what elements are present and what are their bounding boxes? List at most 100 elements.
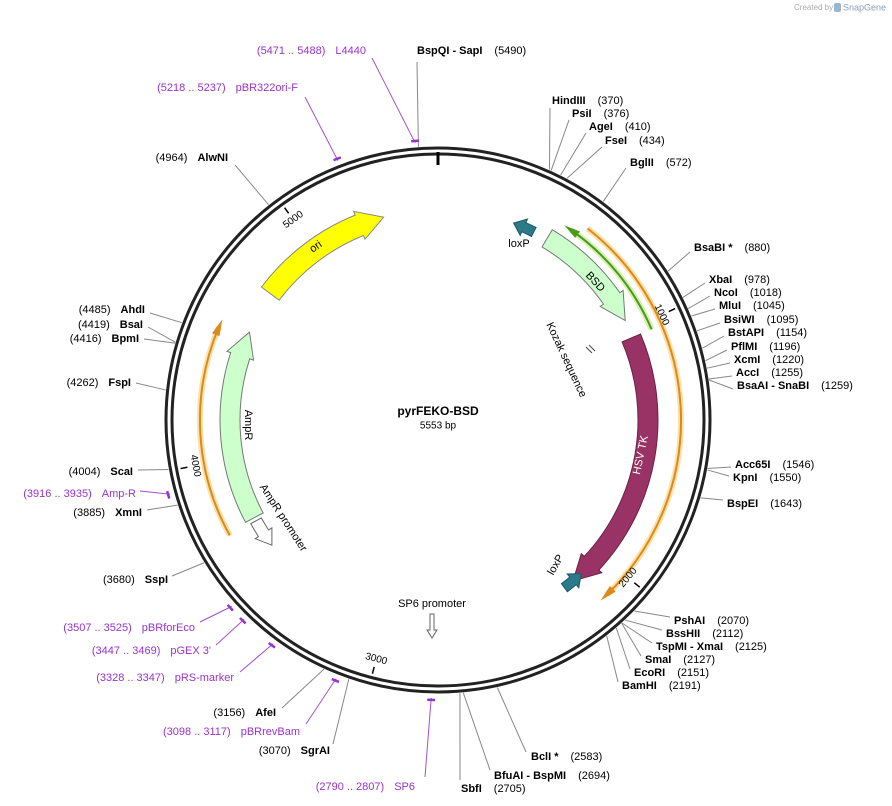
leader-line: [708, 375, 733, 380]
primer-line: [239, 643, 274, 673]
label-name: L4440: [335, 45, 366, 57]
leader-line: [667, 251, 691, 272]
feature-label: AmpR promoter: [257, 482, 310, 554]
logo-icon: [834, 3, 841, 12]
feature-line: [199, 326, 231, 536]
feature-arrow: [560, 573, 582, 593]
label-name: pBRforEco: [142, 622, 195, 634]
ruler-tick: [371, 666, 375, 674]
label-position: (376): [604, 108, 630, 120]
label-position: (370): [598, 95, 624, 107]
label-name: BsaI: [120, 319, 143, 331]
leader-line: [691, 308, 716, 317]
label-name: BstAPI: [728, 327, 764, 339]
label-position: (4004): [69, 466, 101, 478]
leader-line: [135, 382, 166, 391]
label-position: (2070): [717, 615, 749, 627]
label-position: (1546): [782, 459, 814, 471]
kozak-mark: [588, 344, 596, 352]
label-name: FspI: [108, 377, 131, 389]
leader-line: [281, 668, 325, 709]
label-position: (1220): [772, 354, 804, 366]
leader-line: [707, 466, 732, 470]
label-name: BspEI: [727, 498, 758, 510]
feature-arrowhead: [564, 225, 580, 238]
label-position: (4485): [79, 304, 111, 316]
label-name: ScaI: [110, 466, 133, 478]
label-position: (3328 .. 3347): [96, 672, 165, 684]
label-name: pBRrevBam: [241, 726, 300, 738]
ruler-tick: [668, 307, 676, 313]
plasmid-length: 5553 bp: [420, 421, 457, 432]
feature-label: loxP: [545, 553, 566, 578]
ruler-label: 4000: [188, 454, 203, 478]
leader-line: [707, 469, 730, 477]
label-name: AlwNI: [197, 152, 228, 164]
label-position: (2583): [571, 751, 603, 763]
leader-line: [566, 146, 603, 179]
leader-line: [137, 468, 169, 471]
label-name: XmnI: [115, 507, 142, 519]
label-position: (3070): [259, 745, 291, 757]
primer-site: [226, 603, 234, 612]
leader-line: [705, 349, 728, 362]
label-name: XbaI: [709, 274, 732, 286]
label-position: (5218 .. 5237): [157, 82, 226, 94]
label-name: pGEX 3': [170, 645, 211, 657]
ruler-tick: [633, 582, 641, 588]
label-position: (1259): [821, 380, 853, 392]
ruler-label: 5000: [281, 209, 306, 231]
label-position: (3680): [103, 574, 135, 586]
primer-line: [139, 490, 171, 495]
primer-site: [267, 642, 276, 649]
primer-site: [333, 156, 342, 162]
primer-line: [305, 678, 337, 725]
leader-line: [416, 61, 419, 147]
feature-line: [586, 227, 683, 596]
primer-line: [199, 605, 232, 623]
leader-line: [700, 497, 724, 501]
label-name: pRS-marker: [175, 672, 235, 684]
label-name: BsaAI - SnaBI: [737, 380, 809, 392]
leader-line: [621, 623, 642, 657]
credit: Created by: [794, 3, 833, 12]
label-position: (1018): [750, 287, 782, 299]
feature-label: AmpR: [242, 410, 254, 441]
primer-site: [411, 139, 420, 143]
label-position: (2125): [735, 641, 767, 653]
ruler-label: 3000: [364, 651, 389, 667]
feature-arrowhead: [600, 586, 616, 601]
sp6-promoter-arrow: [426, 613, 438, 639]
feature-label: ori: [307, 238, 324, 255]
leader-line: [696, 322, 721, 332]
label-name: PsiI: [572, 108, 592, 120]
label-name: HindIII: [552, 95, 586, 107]
label-name: BsaBI *: [694, 242, 733, 254]
kozak-mark: [585, 346, 593, 354]
label-name: BfuAI - BspMI: [494, 770, 566, 782]
label-name: SmaI: [645, 654, 671, 666]
leader-line: [708, 379, 734, 390]
feature-line: [570, 229, 653, 330]
label-position: (4419): [78, 319, 110, 331]
label-name: BglII: [630, 157, 654, 169]
label-position: (2705): [494, 783, 526, 795]
feature-arrow: [260, 210, 385, 301]
leader-line: [147, 326, 176, 343]
leader-line: [171, 562, 205, 577]
feature-arrowhead: [212, 319, 223, 337]
label-name: BamHI: [622, 680, 657, 692]
label-position: (1643): [770, 498, 802, 510]
label-name: BsiWI: [724, 314, 755, 326]
label-position: (5471 .. 5488): [257, 45, 326, 57]
leader-line: [149, 312, 183, 324]
leader-line: [621, 622, 653, 644]
label-position: (5490): [494, 45, 526, 57]
label-name: AhdI: [121, 304, 145, 316]
label-position: (4964): [156, 152, 188, 164]
label-position: (3916 .. 3935): [23, 488, 92, 500]
label-position: (572): [666, 157, 692, 169]
label-name: BclI *: [531, 751, 559, 763]
label-position: (2790 .. 2807): [316, 781, 385, 793]
